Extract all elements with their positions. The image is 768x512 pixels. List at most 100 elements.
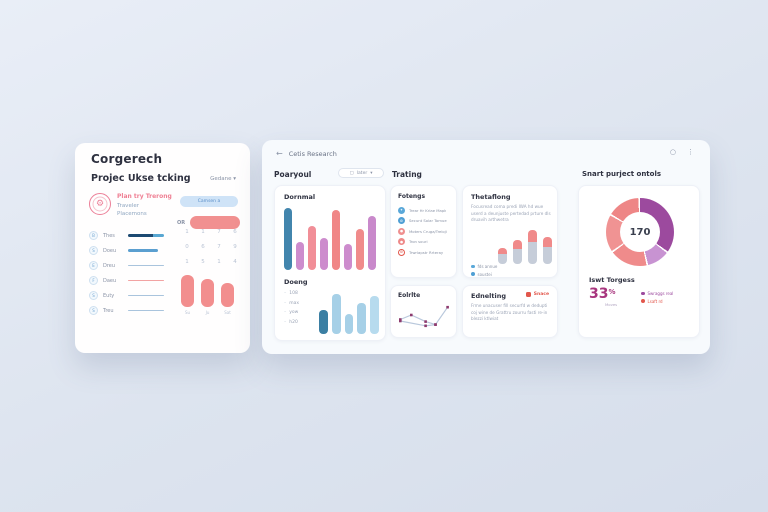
secondary-bar-chart <box>319 290 379 334</box>
grid-number: 6 <box>201 244 205 251</box>
task-row-icon: S <box>89 306 98 315</box>
badge-label: Snace <box>533 292 549 297</box>
task-row-label: Daeu <box>103 277 117 284</box>
task-row[interactable]: F Daeu <box>89 273 177 288</box>
bullet-item: yow <box>284 310 299 315</box>
badge-square-icon <box>526 292 531 297</box>
bar <box>370 296 379 334</box>
stacked-bar <box>513 240 522 264</box>
stacked-chart-legend: fds annue soustei <box>471 264 497 279</box>
list-item[interactable]: ⚙ Trwrlapstr Rrteray <box>398 247 453 258</box>
bar <box>221 283 234 307</box>
section-title: Projec Ukse tcking <box>91 173 191 184</box>
legend-swatch-icon <box>471 264 475 269</box>
status-circle-icon[interactable]: ○ <box>669 148 676 156</box>
legend-item: Swraggs real <box>641 291 673 296</box>
primary-action-button[interactable]: Camsen a <box>180 196 238 207</box>
bullet-item: max <box>284 301 299 306</box>
legend-label: soustei <box>477 271 492 277</box>
grid-number: 1 <box>201 229 205 235</box>
featured-subtitle-2: Placemons <box>117 211 147 218</box>
bar <box>344 244 352 270</box>
stacked-bar <box>528 230 537 264</box>
stacked-chart-card: Thetaflong Focusread coma predi IWA hd w… <box>462 185 558 278</box>
list-item[interactable]: ● Moters Cruga/Treloji <box>398 226 453 237</box>
weekly-mini-bar-chart: Su Ju Sat <box>181 273 243 315</box>
legend-label: Lsaft rd <box>647 298 663 304</box>
gear-icon: ⚙ <box>398 217 405 225</box>
column3-header: Snart purject ontols <box>582 170 662 178</box>
bar <box>356 229 364 270</box>
list-item-label: Secunt Solar Tomue <box>409 218 447 224</box>
dashboard-panel: ← Cetis Research ○ ⋮ Poaryoul ▢ later ▾ … <box>262 140 710 354</box>
progress-unit: % <box>608 288 616 296</box>
grid-number: 1 <box>185 259 189 266</box>
task-row-icon: B <box>89 231 98 240</box>
features-card-title: Fotengs <box>398 193 426 200</box>
list-item-label: Trear Hr Krlae Mapk <box>409 207 447 213</box>
progress-caption: Moves <box>605 302 618 307</box>
donut-chart: 170 <box>606 198 674 266</box>
project-controls-card: 170 Iswt Torgess 33 % Moves Swraggs real… <box>578 185 700 338</box>
stacked-bar <box>543 237 552 264</box>
kebab-menu-icon[interactable]: ⋮ <box>687 148 694 156</box>
task-row-label: Thes <box>103 232 115 239</box>
progress-legend: Swraggs real Lsaft rd <box>641 291 673 306</box>
bar <box>331 294 341 334</box>
progress-number: 33 <box>589 286 609 302</box>
sort-dropdown[interactable]: Gedane ▾ <box>210 176 236 182</box>
legend-label: Swraggs real <box>647 291 674 296</box>
dot-icon: ● <box>398 227 405 235</box>
task-row[interactable]: S Euty <box>89 288 177 303</box>
bar <box>368 216 376 270</box>
bar <box>357 303 367 334</box>
list-item-label: Moters Cruga/Treloji <box>409 228 447 234</box>
grid-number: 9 <box>233 244 237 251</box>
list-item[interactable]: ⚙ Secunt Solar Tomue <box>398 216 453 227</box>
bullet-item: 108 <box>284 291 299 296</box>
number-grid: 1 1 7 6 0 6 7 9 1 5 1 4 <box>179 229 243 275</box>
brand-title: Corgerech <box>91 152 163 166</box>
note-badge[interactable]: Snace <box>526 292 549 297</box>
bar-label: Ju <box>205 310 210 315</box>
grid-number: 7 <box>217 244 221 251</box>
chevron-down-icon: ▾ <box>370 170 373 176</box>
note-card-title: Ednelting <box>471 292 506 300</box>
task-progress-line <box>128 294 164 297</box>
page-title: Cetis Research <box>288 149 337 158</box>
task-row[interactable]: B Thes <box>89 228 177 243</box>
legend-item: Lsaft rd <box>641 299 673 304</box>
featured-item[interactable]: ⚙ Plan try Trerong Traveler Placemons <box>89 193 172 219</box>
task-row[interactable]: S Doeu <box>89 243 177 258</box>
task-progress-line <box>128 309 164 312</box>
grid-number: 6 <box>233 229 237 235</box>
progress-value: 33 % <box>589 287 616 301</box>
bullet-item: h20 <box>284 320 299 325</box>
stacked-card-description: Focusread coma predi IWA hd wue userd a … <box>471 204 551 223</box>
select-box-icon: ▢ <box>349 170 354 176</box>
bar <box>181 275 194 307</box>
grid-number: 1 <box>217 259 221 266</box>
period-select-label: later <box>356 170 368 176</box>
trend-line-chart <box>399 305 449 328</box>
task-row-icon: F <box>89 276 98 285</box>
back-arrow-icon[interactable]: ← <box>276 149 283 158</box>
legend-item: soustei <box>471 272 497 277</box>
list-item-label: Trwrlapstr Rrteray <box>409 249 444 255</box>
grid-number: 5 <box>201 259 205 266</box>
task-row[interactable]: E Dreu <box>89 258 177 273</box>
spark-icon: ✦ <box>398 206 405 214</box>
dot-icon: ● <box>398 238 405 246</box>
task-progress-line <box>128 279 164 282</box>
bar <box>332 210 340 270</box>
grid-number: 7 <box>217 229 221 235</box>
period-select[interactable]: ▢ later ▾ <box>338 168 384 178</box>
list-item[interactable]: ✦ Trear Hr Krlae Mapk <box>398 205 453 216</box>
overview-bar-chart <box>284 206 380 270</box>
task-row[interactable]: S Treu <box>89 303 177 318</box>
list-item[interactable]: ● Tron souri <box>398 237 453 248</box>
secondary-action-button[interactable] <box>190 216 241 229</box>
task-progress-line <box>128 264 164 267</box>
bar <box>319 310 328 334</box>
legend-item: fds annue <box>471 264 497 269</box>
